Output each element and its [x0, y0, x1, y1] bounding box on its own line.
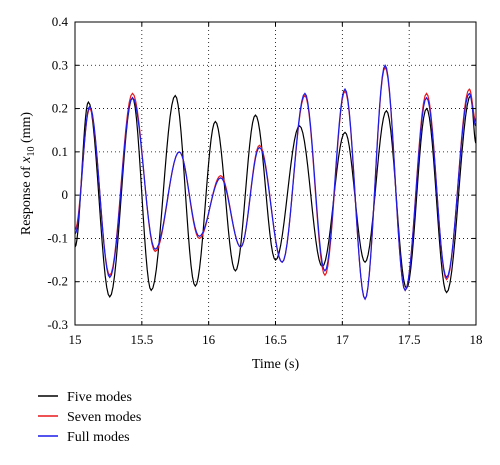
legend-label: Seven modes [67, 410, 141, 425]
plot-frame [74, 21, 477, 326]
y-tick-label: 0.2 [52, 101, 68, 116]
y-tick-label: -0.3 [47, 317, 68, 332]
y-axis-label: Response of x10 (mm) [19, 112, 37, 235]
y-tick-label: 0.4 [52, 14, 69, 29]
x-tick-label: 15.5 [130, 332, 153, 347]
y-tick-label: 0 [62, 187, 69, 202]
legend: Five modes Seven modes Full modes [38, 390, 141, 445]
series-line-five-modes [74, 94, 477, 298]
y-label-prefix: Response of [19, 163, 34, 235]
axis-ticks: 15 15.5 16 16.5 17 17.5 18 -0.3 -0.2 -0.1 0 0.1 0.2 0… [47, 14, 482, 347]
x-tick-label: 15 [69, 332, 82, 347]
series-line-full-modes [74, 63, 477, 301]
legend-label: Five modes [67, 390, 132, 405]
x-tick-label: 16.5 [264, 332, 287, 347]
y-tick-label: -0.1 [47, 230, 68, 245]
y-label-variable: x [19, 156, 34, 164]
x-axis-label: Time (s) [252, 357, 300, 372]
y-label-subscript: 10 [26, 147, 37, 157]
x-tick-label: 16 [202, 332, 216, 347]
legend-label: Full modes [67, 430, 130, 445]
x-tick-label: 17 [336, 332, 350, 347]
y-tick-label: 0.1 [52, 144, 68, 159]
y-label-suffix: (mm) [19, 112, 34, 147]
x-tick-label: 18 [470, 332, 483, 347]
y-tick-label: 0.3 [52, 57, 68, 72]
grid-lines [75, 22, 476, 325]
x-tick-label: 17.5 [398, 332, 421, 347]
y-tick-label: -0.2 [47, 274, 68, 289]
plot-series [74, 63, 477, 301]
